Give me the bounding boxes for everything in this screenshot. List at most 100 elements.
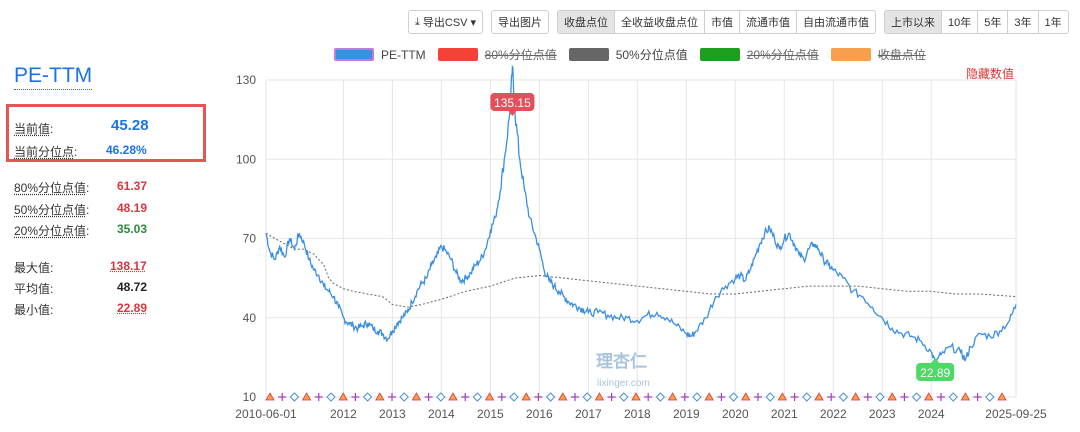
event-marker-plus: [314, 393, 323, 401]
current-percentile-value: 46.28%: [106, 143, 147, 157]
event-marker-triangle: [265, 392, 275, 401]
p50-series-line: [265, 232, 1017, 308]
metric-free-float-cap[interactable]: 自由流通市值: [797, 10, 877, 34]
event-marker-plus: [937, 393, 945, 401]
legend-p50[interactable]: 50%分位点值: [568, 46, 688, 63]
max-value[interactable]: 138.17: [110, 259, 147, 273]
p20-value: 35.03: [117, 222, 148, 236]
x-tick-label: 2022: [820, 407, 847, 421]
metric-market-cap[interactable]: 市值: [705, 10, 741, 34]
max-label: 最大值:: [14, 261, 54, 275]
watermark: 理杏仁 lixinger.com: [596, 351, 650, 389]
metric-title[interactable]: PE-TTM: [14, 64, 93, 90]
event-marker-triangle: [594, 392, 605, 401]
event-marker-diamond: [289, 392, 300, 402]
event-marker-triangle: [814, 392, 824, 401]
y-axis-ticks: 10 40 70 100 130: [236, 73, 256, 404]
event-marker-plus: [680, 393, 689, 401]
event-marker-diamond: [399, 392, 409, 402]
event-marker-diamond: [765, 392, 775, 402]
event-marker-plus: [351, 393, 360, 401]
highlight-box: [6, 104, 206, 162]
x-tick-label: 2012: [330, 407, 357, 421]
event-marker-plus: [534, 393, 543, 401]
current-value: 45.28: [111, 117, 149, 134]
event-marker-plus: [900, 393, 909, 401]
x-tick-label: 2020: [722, 407, 749, 421]
event-marker-diamond: [545, 392, 556, 402]
min-label: 最小值:: [14, 303, 54, 317]
event-marker-diamond: [509, 392, 519, 402]
range-10y[interactable]: 10年: [942, 10, 979, 34]
p50-value: 48.19: [117, 201, 148, 215]
event-marker-triangle: [301, 392, 312, 401]
event-marker-plus: [278, 393, 287, 401]
event-marker-diamond: [948, 392, 958, 402]
event-marker-triangle: [704, 392, 714, 401]
event-marker-plus: [461, 393, 470, 401]
event-marker-triangle: [777, 392, 788, 401]
avg-label: 平均值:: [14, 282, 54, 296]
watermark-cn: 理杏仁: [596, 351, 647, 372]
legend-close[interactable]: 收盘点位: [830, 46, 926, 63]
range-1y[interactable]: 1年: [1038, 10, 1069, 34]
pe-ttm-series-line: [265, 65, 1017, 364]
legend-label-p50: 50%分位点值: [615, 48, 688, 62]
legend-pe-ttm[interactable]: PE-TTM: [334, 48, 426, 62]
legend-swatch-p20: [699, 48, 740, 61]
event-marker-plus: [863, 393, 872, 401]
export-csv-button[interactable]: ⤓ 导出CSV ▾: [408, 10, 484, 34]
min-value[interactable]: 22.89: [117, 301, 148, 315]
toolbar: ⤓ 导出CSV ▾ 导出图片 收盘点位 全收益收盘点位 市值 流通市值 自由流通…: [408, 10, 1077, 34]
x-tick-label: 2014: [428, 407, 455, 421]
event-marker-plus: [571, 393, 579, 401]
event-marker-triangle: [375, 392, 385, 401]
event-marker-plus: [644, 393, 653, 401]
event-marker-triangle: [411, 392, 422, 401]
metric-close[interactable]: 收盘点位: [557, 10, 616, 34]
legend-p20[interactable]: 20%分位点值: [699, 46, 819, 63]
y-tick-label: 10: [243, 390, 257, 404]
x-axis-ticks: 2010-06-01 2012 2013 2014 2015 2016 2017 2018 20…: [235, 407, 1047, 421]
avg-value: 48.72: [117, 280, 148, 294]
x-tick-label: 2023: [869, 407, 896, 421]
range-3y[interactable]: 3年: [1008, 10, 1039, 34]
event-marker-diamond: [692, 392, 702, 402]
annotations: 135.15 22.89: [490, 93, 955, 381]
p50-label: 50%分位点值:: [14, 203, 90, 217]
event-marker-triangle: [667, 392, 678, 401]
caret-down-icon: ▾: [470, 16, 477, 29]
event-marker-triangle: [850, 392, 861, 401]
hide-values-button[interactable]: 隐藏数值: [966, 67, 1015, 81]
max-callout-pointer: [508, 111, 517, 116]
min-callout-label: 22.89: [920, 366, 950, 380]
metric-total-return-close[interactable]: 全收益收盘点位: [615, 10, 706, 34]
y-tick-label: 70: [243, 232, 257, 246]
event-marker-triangle: [484, 392, 495, 401]
current-percentile-label: 当前分位点:: [14, 145, 78, 159]
x-tick-label: 2021: [771, 407, 798, 421]
x-tick-label: 2025-09-25: [985, 407, 1047, 421]
legend-label-p80: 80%分位点值: [484, 48, 557, 62]
x-tick-label: 2019: [673, 407, 700, 421]
event-marker-plus: [754, 393, 762, 401]
x-tick-label: 2015: [477, 407, 504, 421]
event-marker-plus: [790, 393, 799, 401]
x-tick-label: 2017: [575, 407, 602, 421]
current-value-label: 当前值:: [14, 122, 54, 136]
event-marker-triangle: [558, 392, 568, 401]
export-image-button[interactable]: 导出图片: [491, 10, 550, 34]
event-marker-triangle: [338, 392, 348, 401]
legend-p80[interactable]: 80%分位点值: [437, 46, 557, 63]
range-since-listing[interactable]: 上市以来: [884, 10, 943, 34]
event-marker-diamond: [728, 392, 739, 402]
range-5y[interactable]: 5年: [978, 10, 1009, 34]
legend-swatch-p50: [568, 48, 609, 61]
legend-label-close: 收盘点位: [877, 48, 926, 62]
event-marker-diamond: [362, 392, 373, 402]
event-marker-plus: [424, 393, 433, 401]
event-marker-diamond: [875, 392, 885, 402]
event-marker-plus: [973, 393, 982, 401]
metric-float-cap[interactable]: 流通市值: [740, 10, 798, 34]
